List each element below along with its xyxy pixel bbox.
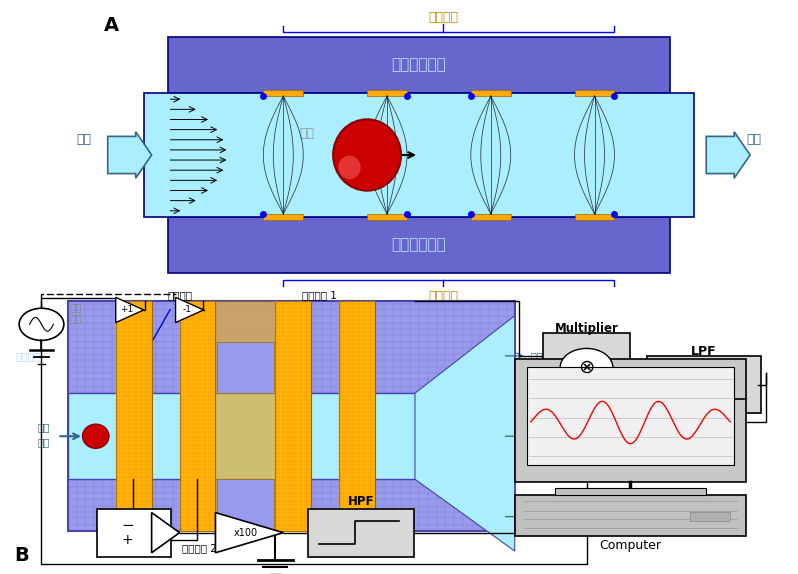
Circle shape <box>560 348 613 386</box>
Text: 감지전극: 감지전극 <box>15 351 41 361</box>
Text: 하부유리기판: 하부유리기판 <box>392 238 446 253</box>
FancyBboxPatch shape <box>217 479 274 531</box>
Text: 출구 #1: 출구 #1 <box>531 351 559 361</box>
Text: LPF: LPF <box>691 345 717 358</box>
Polygon shape <box>116 297 144 323</box>
FancyBboxPatch shape <box>471 90 511 96</box>
FancyBboxPatch shape <box>339 301 375 531</box>
Text: −: − <box>121 518 134 533</box>
FancyBboxPatch shape <box>543 333 630 398</box>
FancyBboxPatch shape <box>217 342 274 393</box>
Text: 입구: 입구 <box>38 422 50 433</box>
FancyBboxPatch shape <box>263 90 303 96</box>
Text: 감지
전압: 감지 전압 <box>69 302 82 324</box>
Text: -1: -1 <box>183 305 192 315</box>
FancyBboxPatch shape <box>168 37 670 93</box>
FancyBboxPatch shape <box>527 367 734 465</box>
FancyBboxPatch shape <box>180 301 215 531</box>
Polygon shape <box>176 297 203 323</box>
Polygon shape <box>215 513 283 553</box>
Ellipse shape <box>338 156 361 179</box>
FancyBboxPatch shape <box>575 214 614 220</box>
FancyBboxPatch shape <box>367 214 407 220</box>
Text: 입구: 입구 <box>77 133 91 146</box>
Text: Multiplier: Multiplier <box>555 323 618 335</box>
Text: 출구: 출구 <box>747 133 761 146</box>
Text: 상부유리기판: 상부유리기판 <box>392 57 446 72</box>
Polygon shape <box>415 316 515 551</box>
FancyBboxPatch shape <box>690 512 730 521</box>
FancyBboxPatch shape <box>515 495 746 536</box>
Text: x100: x100 <box>234 528 258 538</box>
Text: 분리전극 1: 분리전극 1 <box>302 290 337 301</box>
FancyBboxPatch shape <box>275 301 311 531</box>
FancyBboxPatch shape <box>308 509 414 557</box>
Polygon shape <box>152 513 180 553</box>
FancyBboxPatch shape <box>168 217 670 273</box>
Ellipse shape <box>334 119 401 191</box>
FancyBboxPatch shape <box>116 301 152 531</box>
Text: +: + <box>122 533 133 546</box>
FancyBboxPatch shape <box>68 393 515 479</box>
Text: HPF: HPF <box>347 495 374 507</box>
FancyBboxPatch shape <box>68 301 515 531</box>
Text: 인가전극: 인가전극 <box>167 290 192 301</box>
FancyBboxPatch shape <box>215 301 275 531</box>
FancyBboxPatch shape <box>575 90 614 96</box>
Text: Computer: Computer <box>599 539 662 552</box>
Text: ⊗: ⊗ <box>579 358 595 377</box>
Text: 세포: 세포 <box>300 127 314 140</box>
Text: B: B <box>14 546 29 565</box>
FancyBboxPatch shape <box>515 359 746 482</box>
Text: 감지전극: 감지전극 <box>428 290 458 303</box>
Text: 분리전극 2: 분리전극 2 <box>182 543 217 553</box>
Text: 출구 #3: 출구 #3 <box>531 511 559 522</box>
FancyBboxPatch shape <box>263 214 303 220</box>
FancyArrow shape <box>706 131 750 178</box>
FancyBboxPatch shape <box>471 214 511 220</box>
FancyArrow shape <box>108 131 152 178</box>
FancyBboxPatch shape <box>367 90 407 96</box>
Text: +1: +1 <box>120 305 134 315</box>
FancyBboxPatch shape <box>144 93 694 217</box>
Text: 세포: 세포 <box>38 437 50 447</box>
FancyBboxPatch shape <box>97 509 171 557</box>
Text: 출구 #2: 출구 #2 <box>531 431 560 441</box>
FancyBboxPatch shape <box>555 488 706 495</box>
Text: A: A <box>104 16 119 35</box>
FancyBboxPatch shape <box>647 356 761 413</box>
Circle shape <box>19 308 64 340</box>
Text: 인가전극: 인가전극 <box>428 11 458 24</box>
Ellipse shape <box>83 424 109 448</box>
